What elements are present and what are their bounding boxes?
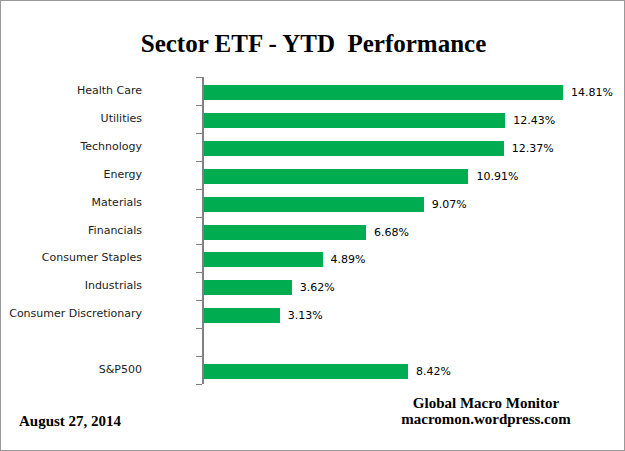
footer-date: August 27, 2014 — [19, 413, 121, 430]
chart-title: Sector ETF - YTD Performance — [1, 30, 625, 58]
category-label: Health Care — [1, 77, 142, 105]
value-label: 9.07% — [432, 197, 467, 212]
chart-frame: Sector ETF - YTD Performance August 27, … — [0, 0, 625, 451]
bar — [204, 113, 505, 128]
value-label: 4.89% — [331, 252, 366, 267]
axis-tick — [196, 384, 202, 385]
category-label: Technology — [1, 133, 142, 161]
category-label: S&P500 — [1, 356, 142, 384]
value-label: 12.37% — [512, 141, 554, 156]
category-label: Consumer Discretionary — [1, 300, 142, 328]
category-label: Industrials — [1, 272, 142, 300]
category-label: Utilities — [1, 105, 142, 133]
axis-tick — [196, 328, 202, 329]
axis-tick — [196, 77, 202, 78]
value-label: 12.43% — [513, 113, 555, 128]
footer-source-block: Global Macro Monitor macromon.wordpress.… — [346, 395, 625, 427]
axis-tick — [196, 300, 202, 301]
category-label: Materials — [1, 189, 142, 217]
axis-tick — [196, 244, 202, 245]
bar — [204, 252, 323, 267]
bar — [204, 364, 408, 379]
category-label: Consumer Staples — [1, 244, 142, 272]
axis-tick — [196, 189, 202, 190]
value-label: 3.62% — [300, 280, 335, 295]
bar — [204, 197, 424, 212]
bar — [204, 141, 504, 156]
value-label: 8.42% — [416, 364, 451, 379]
axis-tick — [196, 133, 202, 134]
category-label: Energy — [1, 161, 142, 189]
bar — [204, 280, 292, 295]
axis-tick — [196, 272, 202, 273]
footer-source-name: Global Macro Monitor — [346, 395, 625, 411]
axis-tick — [196, 217, 202, 218]
bar — [204, 85, 563, 100]
value-label: 3.13% — [288, 308, 323, 323]
axis-tick — [196, 105, 202, 106]
axis-tick — [196, 356, 202, 357]
category-label: Financials — [1, 217, 142, 245]
bar — [204, 225, 366, 240]
value-label: 6.68% — [374, 225, 409, 240]
bar — [204, 169, 468, 184]
value-label: 14.81% — [571, 85, 613, 100]
footer-source-url: macromon.wordpress.com — [346, 411, 625, 427]
bar — [204, 308, 280, 323]
value-label: 10.91% — [476, 169, 518, 184]
axis-tick — [196, 161, 202, 162]
